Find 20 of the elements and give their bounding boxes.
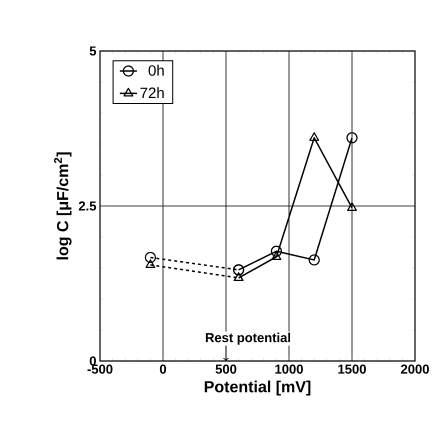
point	[308, 254, 320, 266]
point	[346, 132, 358, 144]
y-tick-label: 2.5	[78, 201, 96, 211]
x-tick-label: 1000	[275, 364, 303, 374]
x-tick-label: 500	[216, 364, 236, 374]
point	[309, 132, 320, 141]
x-tick-label: 1500	[338, 364, 366, 374]
point	[270, 246, 282, 257]
y-axis-title: log C [μF/cm$^{2}$]	[54, 152, 72, 260]
x-tick-label: 0	[160, 364, 166, 374]
x-tick-label: 2000	[401, 364, 429, 374]
legend-label: 72h	[140, 87, 164, 98]
y-tick-label: 5	[90, 46, 96, 56]
x-tick-label: -500	[87, 364, 112, 374]
annotation: Rest potential	[206, 332, 290, 345]
legend-label: 0h	[148, 64, 164, 76]
point	[271, 251, 282, 260]
x-axis-title: Potential [mV]	[204, 380, 310, 396]
point	[347, 202, 357, 211]
y-tick-label: 0	[90, 356, 96, 366]
